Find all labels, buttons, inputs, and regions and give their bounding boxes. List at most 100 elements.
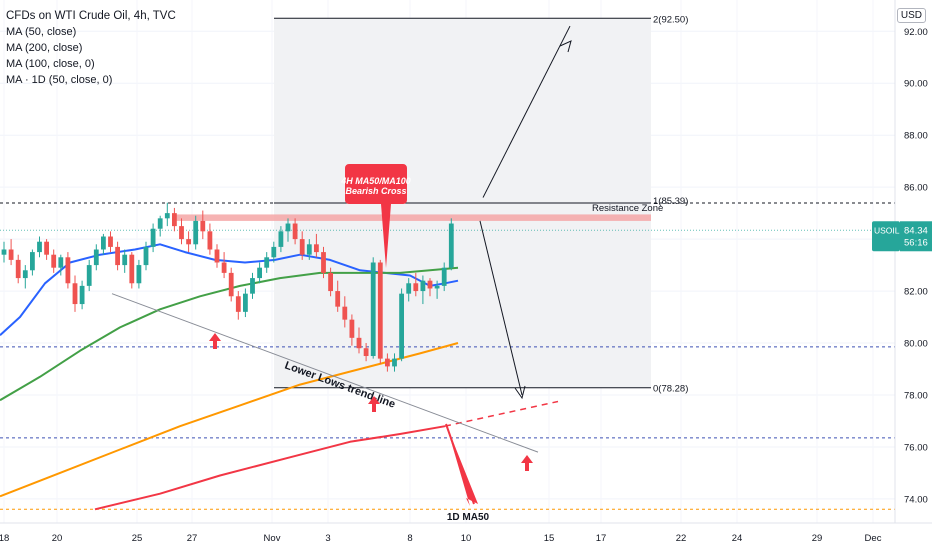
candle-body: [285, 223, 291, 232]
candle-body: [228, 272, 234, 297]
candle-body: [143, 246, 149, 266]
candle-body: [335, 291, 341, 307]
candle-body: [448, 223, 454, 268]
candle-body: [30, 252, 35, 271]
resistance-zone: [174, 214, 651, 221]
candle-body: [377, 262, 383, 359]
horizontal-levels: Resistance Zone: [0, 202, 895, 510]
candle-body: [271, 246, 277, 258]
candle-body: [22, 270, 28, 279]
candle-body: [328, 272, 333, 292]
ma1d-pointer-line: [445, 423, 475, 505]
candle-body: [427, 280, 433, 289]
price-tick-label: 86.00: [904, 183, 928, 194]
ma1d-projection: [444, 400, 559, 427]
ma1d-label: 1D MA50: [447, 512, 490, 523]
candle-body: [342, 306, 348, 320]
candle-body: [15, 259, 21, 279]
candle-body: [101, 236, 106, 250]
time-tick-label: 29: [812, 533, 823, 544]
legend-ma50[interactable]: MA (50, close): [6, 26, 77, 38]
price-tick-label: 80.00: [904, 339, 928, 350]
candlesticks: [1, 202, 454, 372]
candle-body: [299, 239, 305, 255]
candle-body: [164, 213, 170, 219]
time-axis: 18 20 25 27 Nov 3 8 10 15 17 22 24 29 Dec: [0, 522, 932, 544]
low-marker-arrow: [521, 455, 533, 471]
candle-body: [257, 267, 262, 279]
candle-body: [136, 265, 142, 284]
candle-body: [235, 296, 241, 312]
candle-body: [1, 249, 7, 255]
candle-body: [115, 246, 120, 266]
price-badge: [872, 221, 900, 252]
candle-body: [434, 285, 440, 289]
candle-body: [221, 262, 227, 273]
ma1d-line: [94, 425, 446, 511]
candle-body: [292, 223, 298, 240]
time-tick-label: 27: [187, 533, 198, 544]
candle-body: [129, 254, 135, 284]
time-tick-label: 15: [544, 533, 555, 544]
candle-body: [214, 249, 220, 263]
legend-ma1d[interactable]: MA · 1D (50, close, 0): [6, 74, 113, 86]
trendline: [111, 293, 539, 453]
candle-body: [44, 241, 49, 255]
candle-body: [193, 220, 199, 245]
candle-body: [363, 348, 369, 357]
candle-body: [51, 254, 57, 268]
price-tick-label: 76.00: [904, 442, 928, 453]
time-tick-label: 17: [596, 533, 607, 544]
bull-arrow-head: [559, 40, 572, 53]
bearish-cross-label: Bearish Cross: [345, 186, 406, 196]
fib-label-mid: 1(85.39): [653, 196, 688, 207]
candle-body: [392, 358, 397, 367]
price-badge-symbol: USOIL: [874, 225, 900, 235]
candle-body: [122, 254, 128, 266]
candle-body: [186, 239, 191, 245]
price-badge-price: 84.34: [904, 225, 928, 236]
price-badge-countdown: 56:16: [904, 237, 928, 248]
candle-body: [420, 280, 426, 292]
candle-body: [413, 283, 419, 292]
legend-title: CFDs on WTI Crude Oil, 4h, TVC: [6, 10, 176, 22]
candle-body: [321, 252, 326, 273]
price-axis: 74.0076.0078.0080.0082.0084.0086.0088.00…: [872, 0, 932, 523]
candle-body: [306, 244, 312, 255]
legend-ma100[interactable]: MA (100, close, 0): [6, 58, 95, 70]
candle-body: [278, 231, 284, 247]
candle-body: [399, 293, 404, 359]
time-tick-label: 10: [461, 533, 472, 544]
time-tick-label: Nov: [264, 533, 281, 544]
bearish-cross-callout: [345, 164, 407, 268]
candle-body: [349, 319, 355, 338]
candle-body: [108, 236, 113, 247]
time-tick-label: 22: [676, 533, 687, 544]
price-tick-label: 74.00: [904, 494, 928, 505]
candle-body: [356, 337, 362, 349]
bull-arrow: [482, 25, 571, 198]
candle-body: [406, 283, 412, 294]
time-tick-label: 24: [732, 533, 743, 544]
bear-arrow: [479, 220, 523, 396]
low-marker-arrow: [209, 333, 221, 349]
candle-body: [314, 244, 319, 253]
price-tick-label: 90.00: [904, 79, 928, 90]
candle-body: [441, 267, 447, 286]
candle-body: [172, 213, 177, 227]
ma100-line: [0, 266, 459, 402]
time-tick-label: 20: [52, 533, 63, 544]
time-tick-label: 25: [132, 533, 143, 544]
candle-body: [250, 278, 255, 294]
candle-body: [65, 257, 71, 284]
candle-body: [58, 257, 64, 268]
currency-button[interactable]: USD: [896, 8, 926, 23]
candle-body: [72, 283, 78, 305]
candle-body: [385, 358, 390, 367]
candle-body: [8, 249, 14, 260]
low-marker-arrow: [368, 396, 380, 412]
fib-label-bottom: 0(78.28): [653, 384, 688, 395]
legend-ma200[interactable]: MA (200, close): [6, 42, 83, 54]
resistance-zone-label: Resistance Zone: [592, 203, 663, 214]
